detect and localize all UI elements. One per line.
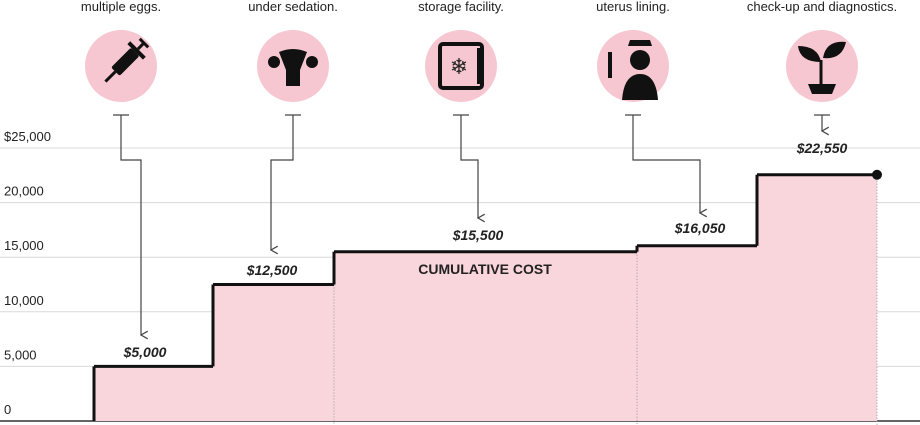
- annotation: CUMULATIVE COST: [418, 261, 552, 277]
- icons: ❄: [85, 30, 858, 102]
- y-tick-label: 20,000: [4, 184, 44, 199]
- y-tick-label: 5,000: [4, 347, 37, 362]
- step-area: [637, 245, 757, 421]
- connectors: [113, 114, 830, 335]
- y-tick-label: $25,000: [4, 129, 51, 144]
- icon-plant: [786, 30, 858, 102]
- step-area: [213, 284, 334, 421]
- icon-nurse: [597, 30, 669, 102]
- icon-freezer: ❄: [425, 30, 497, 102]
- icon-uterus: [257, 30, 329, 102]
- value-label: $12,500: [246, 262, 298, 278]
- svg-text:❄: ❄: [450, 54, 468, 79]
- step-area: [94, 366, 213, 421]
- y-tick-label: 0: [4, 402, 11, 417]
- value-label: $15,500: [452, 227, 504, 243]
- caption: multiple eggs.: [81, 0, 161, 14]
- y-tick-label: 15,000: [4, 238, 44, 253]
- icon-syringe: [85, 30, 157, 102]
- caption: under sedation.: [248, 0, 338, 14]
- caption: check-up and diagnostics.: [747, 0, 897, 14]
- caption: uterus lining.: [596, 0, 670, 14]
- value-label: $5,000: [123, 344, 167, 360]
- step-area: [757, 174, 877, 421]
- plot: [92, 169, 882, 425]
- value-label: $16,050: [674, 220, 726, 236]
- caption: storage facility.: [418, 0, 504, 14]
- step-area: [334, 251, 637, 421]
- end-dot: [872, 169, 882, 180]
- value-label: $22,550: [796, 140, 848, 156]
- y-tick-label: 10,000: [4, 293, 44, 308]
